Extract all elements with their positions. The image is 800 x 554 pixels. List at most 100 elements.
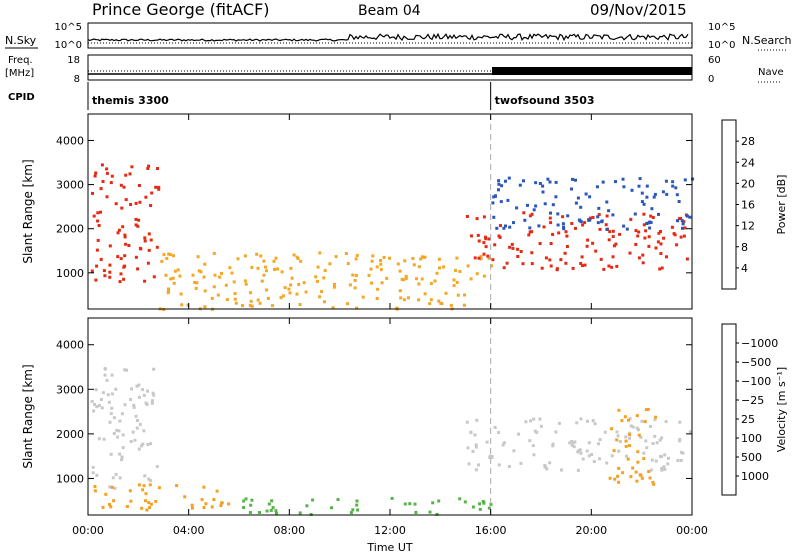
data-cell bbox=[635, 479, 639, 483]
data-cell bbox=[403, 502, 407, 506]
data-cell bbox=[102, 269, 106, 273]
data-cell bbox=[544, 465, 548, 469]
data-cell bbox=[621, 177, 625, 181]
data-cell bbox=[399, 296, 403, 300]
date-title: 09/Nov/2015 bbox=[590, 1, 687, 19]
data-cell bbox=[199, 270, 203, 274]
data-cell bbox=[587, 441, 591, 445]
data-cell bbox=[485, 440, 489, 444]
data-cell bbox=[101, 505, 105, 509]
freq-label: Freq. bbox=[8, 55, 33, 66]
data-cell bbox=[290, 276, 294, 280]
data-cell bbox=[132, 405, 136, 409]
data-cell bbox=[336, 498, 340, 501]
data-cell bbox=[497, 182, 501, 186]
data-cell bbox=[620, 419, 624, 423]
data-cell bbox=[94, 388, 98, 392]
data-cell bbox=[624, 444, 628, 448]
data-cell bbox=[124, 173, 128, 177]
data-cell bbox=[149, 502, 153, 506]
cpid-mode-label: twofsound 3503 bbox=[495, 94, 595, 107]
data-cell bbox=[103, 367, 107, 371]
data-cell bbox=[260, 279, 264, 283]
data-cell bbox=[564, 261, 568, 265]
data-cell bbox=[499, 224, 502, 228]
data-cell bbox=[551, 444, 555, 448]
data-cell bbox=[194, 286, 198, 290]
data-cell bbox=[579, 417, 583, 421]
data-cell bbox=[129, 203, 133, 206]
data-cell bbox=[105, 167, 109, 171]
data-cell bbox=[482, 274, 486, 278]
data-cell bbox=[642, 223, 646, 227]
data-cell bbox=[608, 476, 612, 480]
data-cell bbox=[94, 171, 98, 175]
data-cell bbox=[663, 467, 667, 471]
data-cell bbox=[100, 406, 104, 410]
data-cell bbox=[531, 444, 535, 448]
data-cell bbox=[524, 420, 528, 424]
data-cell bbox=[248, 511, 252, 514]
data-cell bbox=[93, 485, 97, 488]
data-cell bbox=[497, 234, 501, 238]
data-cell bbox=[332, 283, 336, 286]
data-cell bbox=[607, 264, 611, 268]
data-cell bbox=[466, 446, 470, 450]
cpid-modes: themis 3300 twofsound 3503 bbox=[87, 82, 595, 110]
x-tick-label: 08:00 bbox=[273, 524, 305, 537]
data-cell bbox=[497, 188, 500, 192]
colorbar-label: Power [dB] bbox=[775, 175, 788, 235]
data-cell bbox=[431, 501, 435, 505]
data-cell bbox=[380, 281, 384, 285]
data-cell bbox=[478, 502, 482, 506]
data-cell bbox=[502, 441, 506, 445]
data-cell bbox=[152, 367, 156, 371]
data-cell bbox=[186, 303, 190, 307]
data-cell bbox=[148, 506, 152, 509]
data-cell bbox=[463, 293, 466, 297]
data-cell bbox=[585, 449, 589, 453]
data-cell bbox=[202, 506, 206, 509]
data-cell bbox=[678, 437, 682, 441]
data-cell bbox=[615, 430, 619, 434]
data-cell bbox=[114, 472, 118, 476]
data-cell bbox=[120, 412, 124, 416]
data-cell bbox=[273, 268, 277, 271]
data-cell bbox=[607, 209, 611, 213]
beam-title: Beam 04 bbox=[358, 3, 421, 19]
data-cell bbox=[548, 216, 552, 220]
data-cell bbox=[134, 217, 138, 221]
data-cell bbox=[474, 445, 478, 449]
data-cell bbox=[173, 269, 177, 273]
data-cell bbox=[653, 434, 657, 438]
data-cell bbox=[551, 442, 555, 446]
data-cell bbox=[108, 485, 112, 489]
data-cell bbox=[154, 499, 158, 503]
power-panel: 1000 2000 3000 4000 Slant Range [km] 4 8 12 16 20… bbox=[21, 113, 788, 311]
data-cell bbox=[256, 298, 260, 302]
data-cell bbox=[396, 262, 400, 266]
data-cell bbox=[144, 492, 148, 496]
data-cell bbox=[581, 223, 585, 227]
data-cell bbox=[683, 178, 687, 182]
data-cell bbox=[504, 224, 507, 228]
data-cell bbox=[429, 298, 433, 302]
data-cell bbox=[95, 405, 99, 409]
data-cell bbox=[134, 255, 138, 259]
data-cell bbox=[618, 440, 622, 443]
data-cell bbox=[571, 177, 574, 181]
data-cell bbox=[151, 399, 154, 403]
data-cell bbox=[108, 263, 112, 267]
data-cell bbox=[571, 441, 575, 445]
data-cell bbox=[346, 262, 350, 266]
panel-frame bbox=[87, 317, 693, 516]
data-cell bbox=[143, 474, 147, 478]
data-cell bbox=[580, 264, 584, 268]
data-cell bbox=[99, 187, 103, 191]
data-cell bbox=[649, 221, 653, 224]
data-cell bbox=[607, 238, 611, 242]
data-cell bbox=[328, 262, 332, 266]
data-cell bbox=[574, 226, 577, 230]
data-cell bbox=[138, 200, 142, 204]
data-cell bbox=[93, 403, 97, 406]
